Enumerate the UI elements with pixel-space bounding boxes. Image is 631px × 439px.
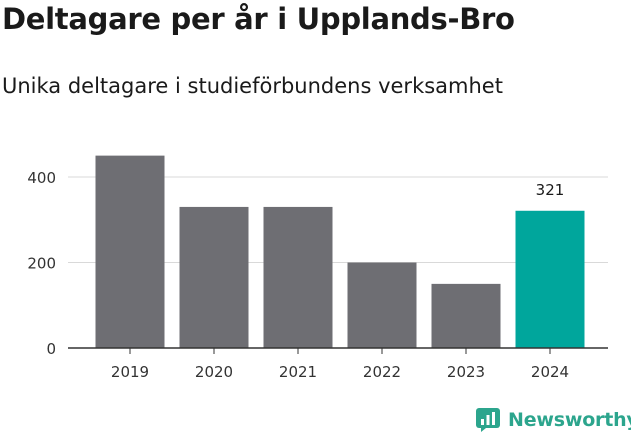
y-tick-label: 200 [27, 255, 56, 273]
chart-title: Deltagare per år i Upplands-Bro [2, 2, 515, 36]
x-tick-label: 2022 [363, 363, 401, 381]
x-tick-label: 2019 [111, 363, 149, 381]
brand-name: Newsworthy [508, 409, 631, 431]
newsworthy-icon [476, 408, 500, 432]
bar-2020 [179, 206, 249, 348]
x-tick-label: 2024 [531, 363, 569, 381]
bar-chart: 0 200 400 2019 2020 2021 2022 2023 2024 321 [27, 155, 608, 381]
y-tick-label: 0 [46, 340, 56, 358]
bar-2024 [515, 210, 585, 348]
x-tick-label: 2023 [447, 363, 485, 381]
newsworthy-logo: Newsworthy [476, 408, 631, 432]
bar-2023 [431, 283, 501, 348]
data-label: 321 [536, 181, 565, 199]
bar-2021 [263, 206, 333, 348]
bar-2022 [347, 262, 417, 348]
bar-2019 [95, 155, 165, 348]
x-tick-label: 2021 [279, 363, 317, 381]
y-tick-label: 400 [27, 169, 56, 187]
chart-subtitle: Unika deltagare i studieförbundens verks… [2, 74, 503, 98]
x-tick-label: 2020 [195, 363, 233, 381]
